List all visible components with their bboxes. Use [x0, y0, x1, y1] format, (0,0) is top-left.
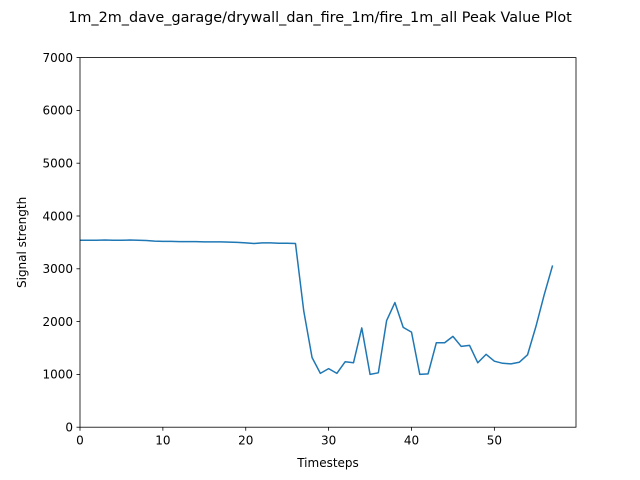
- series-layer: [80, 239, 554, 376]
- y-tick-label: 5000: [42, 157, 73, 171]
- x-tick-label: 0: [76, 434, 84, 448]
- y-tick-label: 7000: [42, 51, 73, 65]
- x-tick-label: 20: [238, 434, 253, 448]
- x-tick-label: 30: [321, 434, 336, 448]
- x-tick-label: 10: [155, 434, 170, 448]
- x-tick-label: 50: [487, 434, 502, 448]
- series-line-0: [80, 239, 554, 376]
- y-tick-label: 2000: [42, 315, 73, 329]
- axes-frame: [79, 57, 577, 428]
- y-axis-label: Signal strength: [15, 197, 29, 288]
- y-tick-label: 6000: [42, 104, 73, 118]
- chart-title: 1m_2m_dave_garage/drywall_dan_fire_1m/fi…: [68, 10, 572, 26]
- x-axis: 0 10 20 30 40 50: [76, 427, 502, 448]
- y-axis: 0 1000 2000 3000 4000 5000 6000 7000: [42, 51, 80, 435]
- x-tick-label: 40: [404, 434, 419, 448]
- y-tick-label: 3000: [42, 262, 73, 276]
- y-tick-label: 1000: [42, 368, 73, 382]
- y-tick-label: 4000: [42, 209, 73, 223]
- y-tick-label: 0: [65, 421, 73, 435]
- x-axis-label: Timesteps: [296, 456, 359, 470]
